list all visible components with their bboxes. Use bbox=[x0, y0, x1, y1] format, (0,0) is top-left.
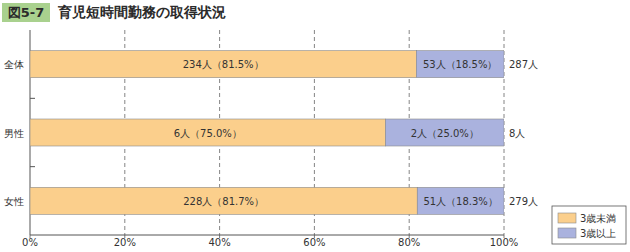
x-tick-label: 60% bbox=[303, 237, 325, 248]
total-label: 287人 bbox=[509, 59, 538, 70]
bar-segment bbox=[30, 51, 416, 78]
bar-segment bbox=[416, 51, 504, 78]
x-tick-label: 20% bbox=[114, 237, 136, 248]
legend-swatch bbox=[558, 213, 576, 223]
x-tick-label: 100% bbox=[490, 237, 519, 248]
total-label: 8人 bbox=[509, 128, 525, 139]
category-label: 男性 bbox=[4, 128, 24, 139]
category-separator bbox=[30, 98, 35, 99]
legend-box bbox=[552, 206, 626, 244]
legend-swatch bbox=[558, 228, 576, 238]
x-tick-label: 0% bbox=[22, 237, 38, 248]
data-label: 53人（18.5%） bbox=[423, 59, 498, 70]
labels: 全体 234人（81.5%） 53人（18.5%） 287人男性 6人（75.0%） 2人… bbox=[4, 59, 538, 207]
legend-label: 3歳以上 bbox=[580, 228, 616, 239]
legend: 3歳未満 3歳以上 bbox=[552, 206, 626, 244]
bar-segment bbox=[30, 187, 417, 214]
chart: 図5-7 育児短時間勤務の取得状況 0% 20% 40% 60% 80% 100% 全体 234人… bbox=[0, 0, 630, 252]
bar-segment bbox=[417, 187, 504, 214]
legend-label: 3歳未満 bbox=[580, 213, 616, 224]
data-label: 228人（81.7%） bbox=[183, 196, 264, 207]
data-label: 234人（81.5%） bbox=[183, 59, 264, 70]
x-tick-label: 40% bbox=[208, 237, 230, 248]
figure-number-box bbox=[2, 3, 50, 22]
data-label: 2人（25.0%） bbox=[411, 128, 479, 139]
bar-segment bbox=[30, 119, 386, 146]
figure-number: 図5-7 bbox=[8, 5, 45, 20]
x-axis bbox=[30, 235, 504, 236]
title: 育児短時間勤務の取得状況 bbox=[57, 4, 226, 20]
x-tick-label: 80% bbox=[398, 237, 420, 248]
category-label: 女性 bbox=[4, 196, 24, 207]
bars bbox=[30, 51, 504, 215]
category-separator bbox=[30, 166, 35, 167]
data-label: 51人（18.3%） bbox=[423, 196, 498, 207]
data-label: 6人（75.0%） bbox=[174, 128, 242, 139]
category-label: 全体 bbox=[4, 59, 24, 70]
total-label: 279人 bbox=[509, 196, 538, 207]
bar-segment bbox=[386, 119, 505, 146]
